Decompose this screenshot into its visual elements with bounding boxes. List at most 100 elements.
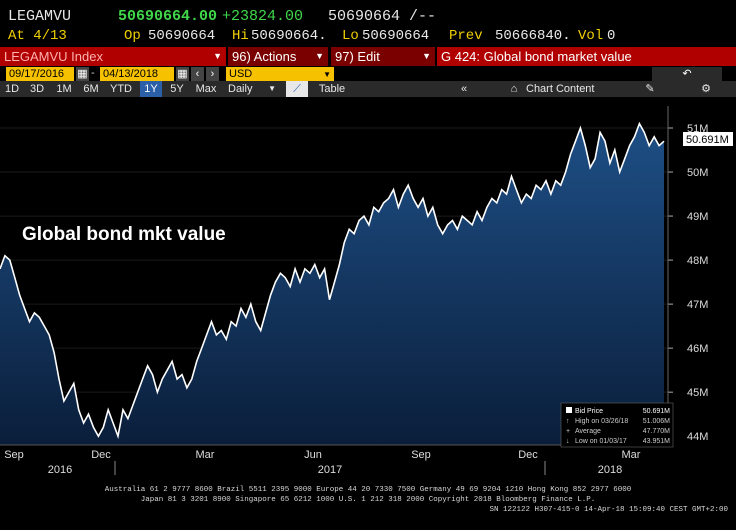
quote-row-primary: LEGAMVU 50690664.00 +23824.00 50690664 /… [0, 8, 736, 28]
security-index-field[interactable]: LEGAMVU Index ▼ [0, 47, 226, 66]
as-of-label: At 4/13 [8, 28, 67, 44]
prev-label: Prev [449, 28, 483, 44]
frequency-select[interactable]: Daily ▼ [224, 81, 280, 97]
quote-row-secondary: At 4/13 Op 50690664 Hi 50690664. Lo 5069… [0, 28, 736, 46]
legend-title: Bid Price [575, 408, 603, 415]
period-1m[interactable]: 1M [56, 83, 72, 95]
start-date-input[interactable]: 09/17/2016 [6, 67, 74, 82]
x-tick-label: Sep [411, 449, 431, 461]
security-index-label: LEGAMVU Index [4, 49, 103, 64]
series-area [0, 123, 664, 445]
page-title-text: G 424: Global bond market value [441, 49, 632, 64]
chevron-right-icon[interactable]: › [206, 67, 219, 82]
legend-low-value: 43.951M [643, 438, 670, 445]
volume-label: Vol [578, 28, 604, 44]
chevron-down-icon: ▼ [323, 70, 331, 79]
y-tick-label: 50M [687, 167, 708, 179]
legend-marker: ↓ [566, 438, 570, 445]
date-separator: - [91, 67, 95, 79]
table-button[interactable]: Table [318, 83, 346, 95]
legend-high-label: High on 03/26/18 [575, 418, 628, 425]
y-tick-label: 49M [687, 211, 708, 223]
currency-select[interactable]: USD ▼ [226, 67, 334, 82]
chevron-down-icon: ▼ [422, 51, 431, 61]
x-tick-label: Mar [622, 449, 641, 461]
gear-icon[interactable]: ⚙ [701, 83, 711, 95]
x-tick-label: Dec [91, 449, 111, 461]
period-6m[interactable]: 6M [83, 83, 99, 95]
x-tick-label: Dec [518, 449, 538, 461]
y-tick-label: 45M [687, 387, 708, 399]
chart-content-button[interactable]: Chart Content [526, 83, 595, 95]
end-date-input[interactable]: 04/13/2018 [100, 67, 174, 82]
y-tick-label: 48M [687, 255, 708, 267]
legend-marker: + [566, 428, 570, 435]
line-chart-icon[interactable]: ⟋ [286, 81, 308, 97]
calendar-icon[interactable]: ▦ [76, 67, 89, 82]
y-tick-label: 47M [687, 299, 708, 311]
legend-high-value: 51.006M [643, 418, 670, 425]
edit-menu-label: 97) Edit [335, 49, 380, 64]
page-title: G 424: Global bond market value [437, 47, 736, 66]
period-ytd[interactable]: YTD [110, 83, 132, 95]
frequency-value: Daily [228, 83, 253, 95]
last-price: 50690664.00 [118, 8, 218, 25]
actions-menu-button[interactable]: 96) Actions ▼ [228, 47, 328, 66]
period-3d[interactable]: 3D [29, 83, 45, 95]
x-tick-label: Jun [304, 449, 322, 461]
ticker-symbol: LEGAMVU [8, 8, 72, 25]
legend-low-label: Low on 01/03/17 [575, 438, 627, 445]
chart-area: 51M 50M 49M 48M 47M 46M 45M 44M Sep Dec Mar Jun Sep… [0, 98, 736, 480]
period-1d[interactable]: 1D [4, 83, 20, 95]
edit-chart-icon[interactable]: ✎ [645, 83, 655, 95]
legend-marker: ↑ [566, 418, 570, 425]
legend-box: Bid Price 50.691M ↑ High on 03/26/18 51.… [560, 402, 674, 448]
legend-average-value: 47.770M [643, 428, 670, 435]
period-5y[interactable]: 5Y [170, 83, 184, 95]
footer-contacts-line2: Japan 81 3 3201 8900 Singapore 65 6212 1… [140, 496, 596, 504]
currency-value: USD [229, 68, 253, 80]
undo-icon: ↶ [682, 68, 692, 80]
last-value-badge: 50.691M [683, 132, 733, 146]
x-axis: Sep Dec Mar Jun Sep Dec Mar 2016 2017 2018 [0, 444, 668, 476]
legend-title-value: 50.691M [643, 408, 670, 415]
x-year-label: 2018 [598, 464, 622, 476]
chevron-down-icon: ▼ [213, 51, 222, 61]
y-tick-label: 44M [687, 431, 708, 443]
x-tick-label: Sep [4, 449, 24, 461]
legend-average-label: Average [575, 428, 601, 435]
last-value-bg [683, 132, 733, 146]
prev-value: 50666840. [495, 28, 571, 44]
period-max[interactable]: Max [195, 83, 217, 95]
edit-menu-button[interactable]: 97) Edit ▼ [331, 47, 435, 66]
chart-toolbar: 1D 3D 1M 6M YTD 1Y 5Y Max Daily ▼ ⟋ Tabl… [0, 81, 736, 97]
series-line [0, 121, 665, 440]
volume-value: 0 [607, 28, 616, 44]
actions-menu-label: 96) Actions [232, 49, 297, 64]
x-year-label: 2017 [318, 464, 342, 476]
chart-content-icon: ⌂ [510, 83, 518, 95]
open-value: 50690664 [148, 28, 216, 44]
menu-bar: LEGAMVU Index ▼ 96) Actions ▼ 97) Edit ▼… [0, 47, 736, 66]
footer-session-line: SN 122122 H307-415-0 14-Apr-18 15:09:40 … [489, 506, 728, 514]
period-1y[interactable]: 1Y [140, 81, 162, 97]
high-label: Hi [232, 28, 249, 44]
collapse-left-icon[interactable]: « [460, 83, 468, 95]
chevron-down-icon: ▼ [315, 51, 324, 61]
undo-button[interactable]: ↶ [652, 67, 722, 82]
chart-annotation: Global bond mkt value [22, 224, 226, 245]
x-tick-label: Mar [196, 449, 215, 461]
chevron-left-icon[interactable]: ‹ [191, 67, 204, 82]
legend-swatch [566, 407, 572, 413]
chevron-down-icon: ▼ [268, 84, 276, 93]
high-value: 50690664. [251, 28, 327, 44]
low-label: Lo [342, 28, 359, 44]
date-range-row: 09/17/2016 ▦ - 04/13/2018 ▦ ‹ › USD ▼ ↶ [0, 67, 736, 83]
bid-ask: 50690664 /-- [328, 8, 437, 25]
low-value: 50690664 [362, 28, 430, 44]
calendar-icon[interactable]: ▦ [176, 67, 189, 82]
footer-contacts-line1: Australia 61 2 9777 8600 Brazil 5511 239… [104, 486, 632, 494]
price-change: +23824.00 [222, 8, 304, 25]
y-tick-label: 46M [687, 343, 708, 355]
